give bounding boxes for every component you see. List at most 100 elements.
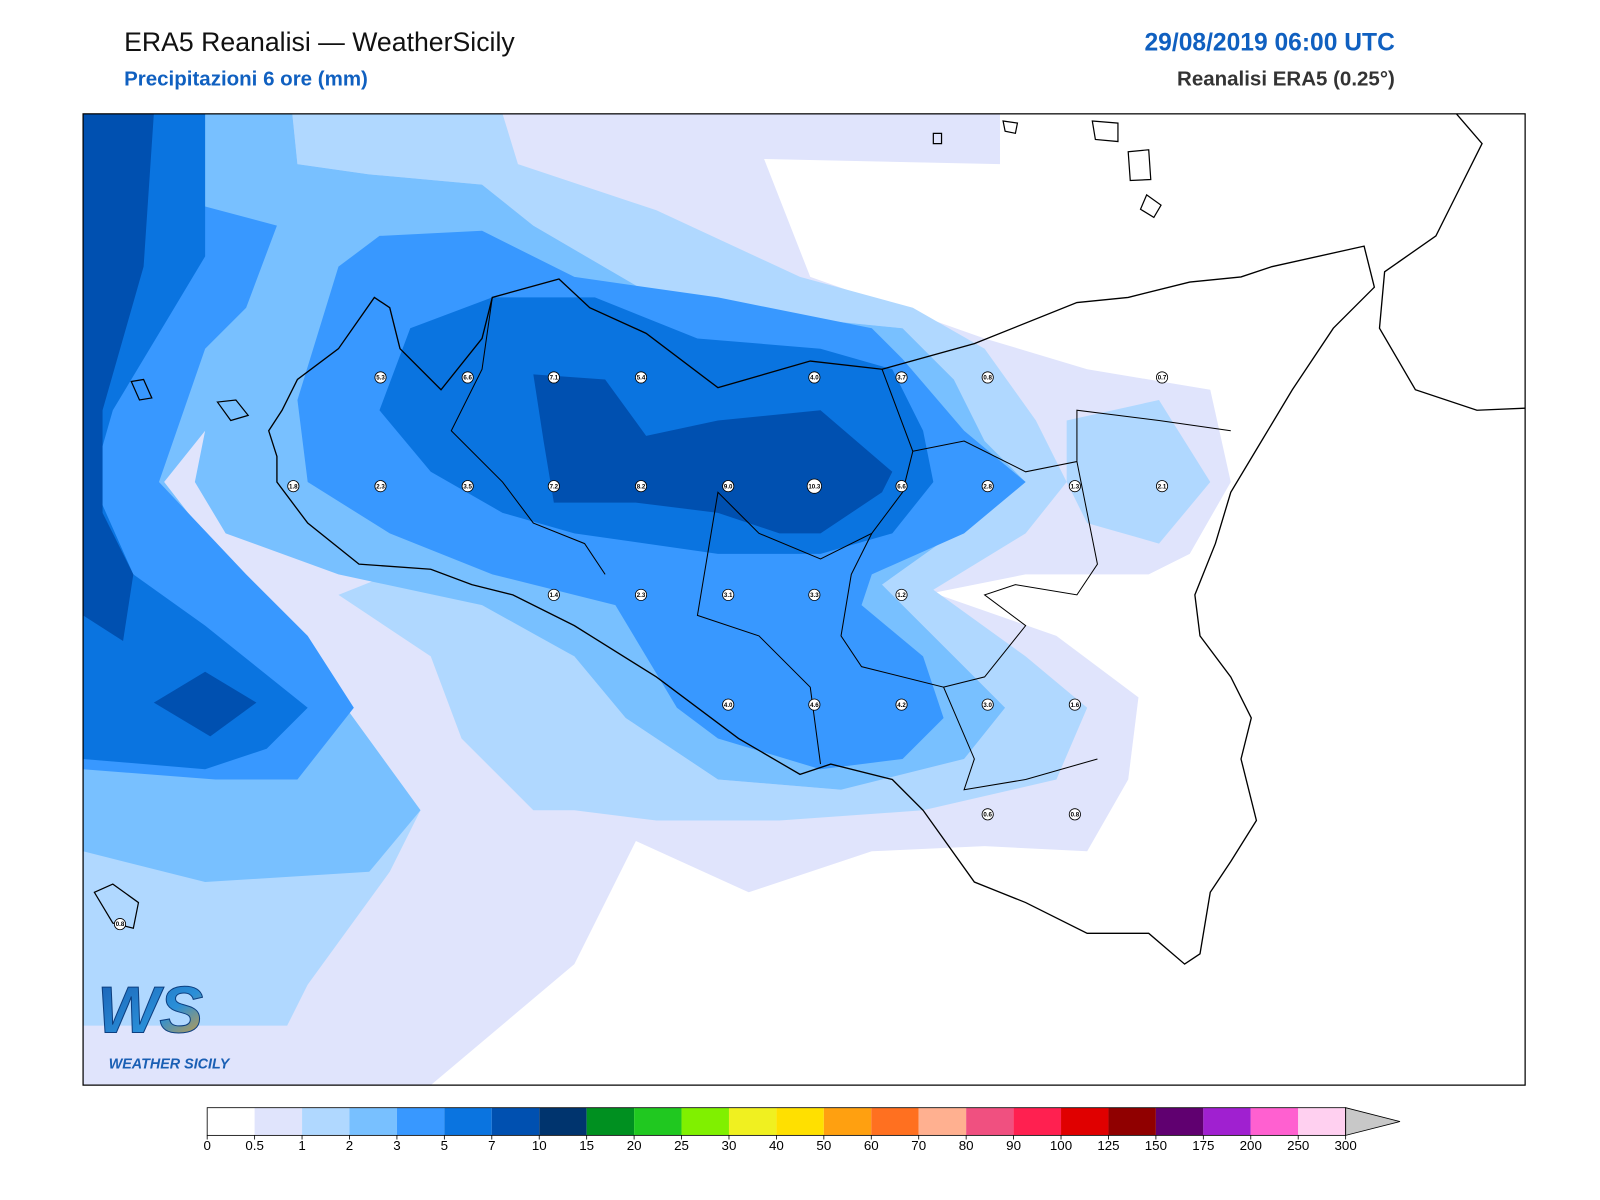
station-marker [808, 588, 821, 601]
colorbar-bin [1250, 1107, 1299, 1136]
station-value: 1.2 [897, 592, 906, 599]
colorbar-label: 125 [1097, 1138, 1119, 1153]
coastline [267, 245, 1376, 965]
colorbar-label: 40 [769, 1138, 784, 1153]
station-marker [895, 480, 908, 493]
station-value: 0.8 [1071, 811, 1080, 818]
station-marker [981, 808, 994, 821]
colorbar-bin [728, 1107, 777, 1136]
station-value: 3.1 [724, 592, 733, 599]
stations: 5.3 6.6 7.1 5.4 4.0 3.7 0.8 0.7 1.8 2.3 3.5 7.2 8.2 9… [113, 371, 1169, 931]
station-value: 0.7 [1158, 375, 1167, 382]
colorbar-bin [776, 1107, 824, 1136]
colorbar-label: 80 [959, 1138, 974, 1153]
station-value: 3.0 [983, 702, 992, 709]
colorbar-label: 7 [488, 1138, 495, 1153]
station-marker [1156, 480, 1169, 493]
logo-mark: WS [97, 974, 203, 1047]
colorbar-bin [396, 1107, 445, 1136]
colorbar-bin [444, 1107, 492, 1136]
station-value: 4.0 [724, 702, 733, 709]
station-marker [981, 371, 994, 384]
station-value: 2.8 [983, 483, 992, 490]
colorbar-bin [254, 1107, 303, 1136]
colorbar-label: 100 [1050, 1138, 1072, 1153]
shade-7-blob [153, 671, 257, 737]
colorbar-label: 1 [298, 1138, 305, 1153]
station-value: 0.6 [983, 811, 992, 818]
station-marker [634, 480, 648, 493]
station-marker [461, 371, 474, 384]
title: ERA5 Reanalisi — WeatherSicily [124, 27, 515, 57]
logo-name: WEATHER SICILY [109, 1056, 231, 1072]
station-value: 7.1 [550, 375, 559, 382]
colorbar-label: 10 [532, 1138, 547, 1153]
source: Reanalisi ERA5 (0.25°) [1177, 67, 1395, 90]
station-marker [981, 480, 994, 493]
station-marker [1068, 808, 1081, 821]
station-value: 4.6 [810, 702, 819, 709]
colorbar-label: 90 [1006, 1138, 1021, 1153]
station-value: 2.3 [376, 483, 385, 490]
station-marker [808, 371, 821, 384]
colorbar-bin [302, 1107, 350, 1136]
colorbar-label: 2 [346, 1138, 353, 1153]
station-marker [461, 480, 474, 493]
colorbar-bin [1108, 1107, 1156, 1136]
station-marker [806, 478, 822, 494]
colorbar-bin [871, 1107, 919, 1136]
colorbar-label: 30 [722, 1138, 737, 1153]
colorbar-label: 175 [1192, 1138, 1214, 1153]
station-marker [547, 371, 560, 384]
shade-7-west [83, 113, 154, 642]
station-value: 3.5 [463, 483, 472, 490]
station-value: 6.6 [463, 375, 472, 382]
colorbar-bin [491, 1107, 540, 1136]
station-marker [722, 698, 735, 711]
colorbar-label: 0.5 [245, 1138, 264, 1153]
province-borders [450, 297, 1231, 791]
station-value: 1.6 [1071, 702, 1080, 709]
colorbar-label: 5 [441, 1138, 448, 1153]
station-value: 5.4 [637, 375, 646, 382]
station-value: 6.6 [897, 483, 906, 490]
mainland-coast [1378, 113, 1526, 411]
colorbar-label: 300 [1335, 1138, 1357, 1153]
station-value: 3.3 [810, 592, 819, 599]
colorbar-bin [918, 1107, 967, 1136]
shade-1 [83, 113, 1088, 821]
station-marker [547, 588, 560, 601]
station-value: 2.1 [1158, 483, 1167, 490]
station-marker [634, 371, 648, 384]
station-marker [1068, 698, 1081, 711]
colorbar-label: 70 [911, 1138, 926, 1153]
station-value: 4.0 [810, 375, 819, 382]
colorbar-label: 25 [674, 1138, 689, 1153]
colorbar-label: 150 [1145, 1138, 1167, 1153]
station-marker [634, 588, 648, 601]
colorbar-bin [207, 1107, 255, 1136]
station-value: 1.3 [1071, 483, 1080, 490]
map [83, 113, 1526, 1086]
station-value: 0.8 [983, 375, 992, 382]
colorbar-bin [634, 1107, 682, 1136]
colorbar-label: 0 [203, 1138, 210, 1153]
colorbar-bin [1061, 1107, 1109, 1136]
colorbar-bin [966, 1107, 1014, 1136]
colorbar-label: 200 [1240, 1138, 1262, 1153]
station-marker [374, 480, 387, 493]
station-value: 9.0 [724, 483, 733, 490]
colorbar-bin [823, 1107, 872, 1136]
colorbar-label: 3 [393, 1138, 400, 1153]
station-value: 1.4 [550, 592, 559, 599]
shade-1-east [1066, 400, 1211, 544]
station-marker [1068, 480, 1081, 493]
colorbar-label: 60 [864, 1138, 879, 1153]
colorbar-label: 50 [816, 1138, 831, 1153]
station-value: 4.2 [897, 702, 906, 709]
colorbar-bin [1155, 1107, 1204, 1136]
station-value: 8.2 [637, 483, 646, 490]
colorbar-label: 15 [579, 1138, 594, 1153]
colorbar-bin [539, 1107, 587, 1136]
station-marker [895, 698, 908, 711]
